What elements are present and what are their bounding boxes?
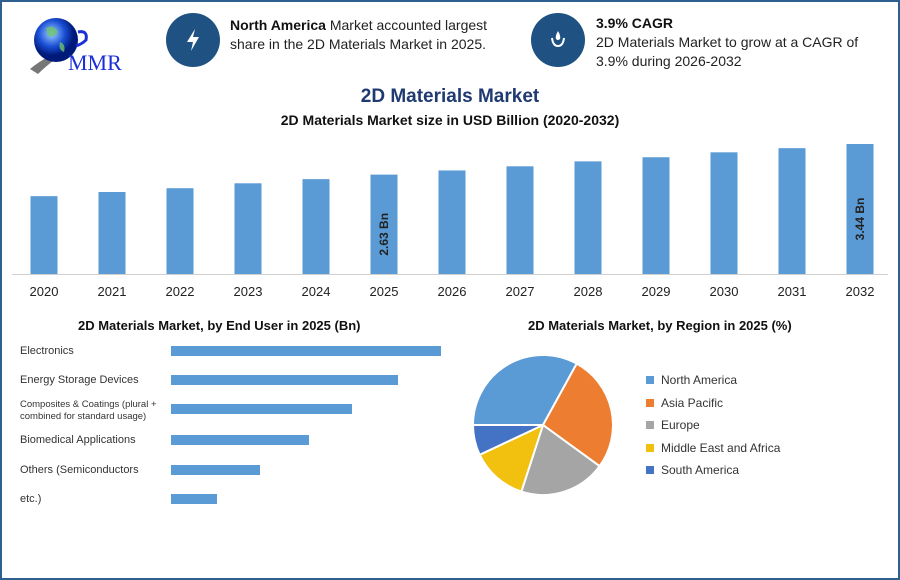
bar-2029 — [642, 157, 670, 274]
legend-item: South America — [646, 463, 739, 477]
data-label: 3.44 Bn — [853, 198, 867, 241]
end-user-chart-title: 2D Materials Market, by End User in 2025… — [78, 318, 361, 333]
bar-2021 — [98, 191, 126, 274]
legend-label: Asia Pacific — [661, 395, 724, 410]
legend-label: South America — [661, 463, 740, 477]
bar-2024 — [302, 179, 330, 274]
x-tick-label: 2029 — [642, 284, 671, 299]
pie-slice-europe — [520, 423, 602, 496]
bar-2020 — [30, 196, 58, 274]
lightning-icon — [166, 13, 220, 67]
pie-slice-middle-east-and-africa — [478, 423, 545, 493]
x-tick-label: 2031 — [778, 284, 807, 299]
droplet-hand-icon — [531, 13, 585, 67]
legend-swatch — [646, 376, 654, 384]
bar-2030 — [710, 152, 738, 274]
legend-swatch — [646, 421, 654, 429]
market-size-bar-chart: 2020 2021 2022 2023 2024 2025 2.63 Bn 2026 2027 2… — [12, 144, 888, 299]
legend-item: Middle East and Africa — [646, 441, 780, 455]
bar-2023 — [234, 183, 262, 274]
x-tick-label: 2028 — [574, 284, 603, 299]
category-label: Electronics — [20, 345, 74, 357]
legend-item: North America — [646, 373, 737, 387]
x-tick-label: 2030 — [710, 284, 739, 299]
legend-swatch — [646, 466, 654, 474]
region-chart-title: 2D Materials Market, by Region in 2025 (… — [528, 318, 792, 333]
x-tick-label: 2027 — [506, 284, 535, 299]
highlight-cagr: 3.9% CAGR 2D Materials Market to grow at … — [596, 15, 859, 69]
bar-2032 — [846, 144, 874, 274]
bar-chart-title: 2D Materials Market size in USD Billion … — [280, 112, 620, 128]
x-tick-label: 2020 — [30, 284, 59, 299]
x-tick-label: 2023 — [234, 284, 263, 299]
legend-swatch — [646, 443, 654, 452]
bar-2031 — [778, 148, 806, 274]
category-label: Others (Semiconductors — [20, 464, 139, 476]
region-pie-chart — [471, 354, 614, 496]
bar-2026 — [438, 170, 466, 274]
bar-2022 — [166, 188, 194, 274]
bar-2027 — [506, 166, 534, 274]
bar-2025 — [370, 174, 398, 274]
x-tick-label: 2025 — [370, 284, 399, 299]
legend-label: North America — [661, 373, 738, 387]
highlight-north-america: North America Market accounted largest s… — [230, 17, 488, 52]
legend-item: Europe — [646, 418, 700, 432]
legend-label: Middle East and Africa — [661, 440, 781, 455]
category-label: Composites & Coatings (plural + combined… — [20, 399, 157, 422]
svg-text:MMR: MMR — [68, 50, 122, 75]
bar-2028 — [574, 161, 602, 274]
category-label: Energy Storage Devices — [20, 374, 139, 386]
data-label: 2.63 Bn — [377, 213, 391, 256]
x-tick-label: 2024 — [302, 284, 331, 299]
bar-2 — [171, 404, 352, 414]
legend-item: Asia Pacific — [646, 396, 723, 410]
legend-swatch — [646, 398, 654, 407]
bar-5 — [171, 494, 217, 504]
category-label: etc.) — [20, 493, 42, 505]
pie-slice-south-america — [471, 424, 544, 457]
bar-3 — [171, 435, 309, 445]
mmr-logo: MMR — [28, 14, 138, 76]
category-label: Biomedical Applications — [20, 434, 136, 446]
bar-1 — [171, 375, 398, 385]
x-tick-label: 2032 — [846, 284, 875, 299]
bar-4 — [171, 465, 261, 475]
pie-slice-north-america — [471, 354, 579, 426]
legend-label: Europe — [661, 418, 700, 432]
page-title: 2D Materials Market — [360, 86, 540, 107]
bar-0 — [171, 346, 441, 356]
pie-slice-asia-pacific — [541, 362, 614, 468]
x-tick-label: 2022 — [166, 284, 195, 299]
x-tick-label: 2021 — [98, 284, 127, 299]
x-tick-label: 2026 — [438, 284, 467, 299]
